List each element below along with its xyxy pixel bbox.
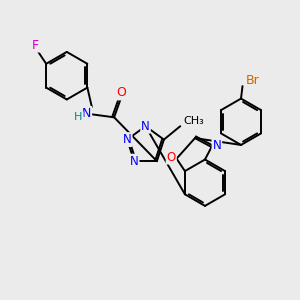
Text: N: N — [141, 120, 150, 133]
Text: O: O — [167, 151, 176, 164]
Text: H: H — [74, 112, 83, 122]
Text: N: N — [212, 139, 221, 152]
Text: N: N — [82, 107, 91, 120]
Text: O: O — [116, 86, 126, 99]
Text: N: N — [130, 155, 139, 168]
Text: F: F — [32, 39, 39, 52]
Text: N: N — [123, 133, 131, 146]
Text: Br: Br — [245, 74, 259, 87]
Text: CH₃: CH₃ — [183, 116, 204, 126]
